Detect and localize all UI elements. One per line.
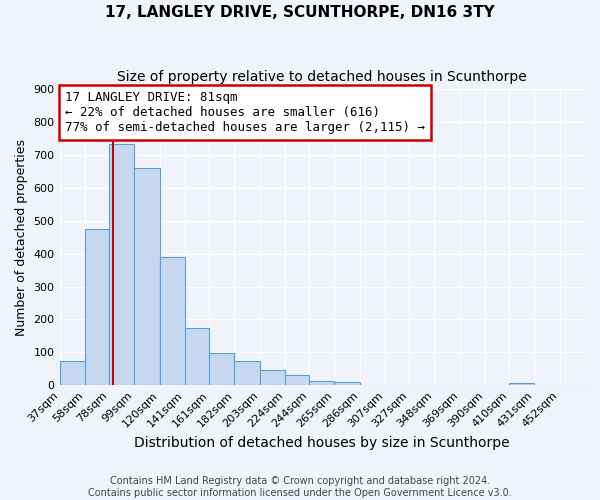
Bar (209, 354, 234, 385)
Bar (509, 383, 535, 385)
Bar (109, 144, 134, 385)
Bar (85, 229, 109, 385)
Text: 17, LANGLEY DRIVE, SCUNTHORPE, DN16 3TY: 17, LANGLEY DRIVE, SCUNTHORPE, DN16 3TY (105, 5, 495, 20)
Bar (260, 370, 285, 385)
Bar (59, 360, 85, 385)
Y-axis label: Number of detached properties: Number of detached properties (15, 139, 28, 336)
Text: Contains HM Land Registry data © Crown copyright and database right 2024.
Contai: Contains HM Land Registry data © Crown c… (88, 476, 512, 498)
Bar (334, 382, 359, 385)
Bar (285, 374, 309, 385)
Bar (185, 328, 209, 385)
X-axis label: Distribution of detached houses by size in Scunthorpe: Distribution of detached houses by size … (134, 436, 510, 450)
Title: Size of property relative to detached houses in Scunthorpe: Size of property relative to detached ho… (118, 70, 527, 84)
Bar (160, 257, 185, 385)
Bar (234, 360, 260, 385)
Bar (134, 168, 160, 385)
Text: 17 LANGLEY DRIVE: 81sqm
← 22% of detached houses are smaller (616)
77% of semi-d: 17 LANGLEY DRIVE: 81sqm ← 22% of detache… (65, 91, 425, 134)
Bar (309, 382, 334, 385)
